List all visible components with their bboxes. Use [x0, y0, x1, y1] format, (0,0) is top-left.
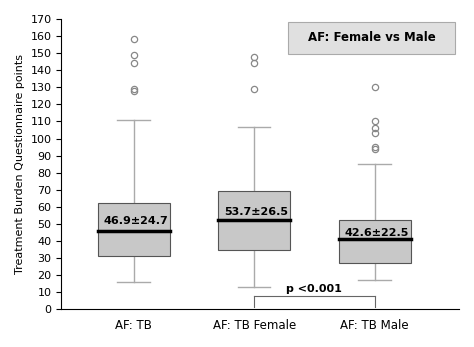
Text: p <0.001: p <0.001 — [286, 284, 342, 294]
Text: 46.9±24.7: 46.9±24.7 — [104, 216, 168, 226]
Text: AF: Female vs Male: AF: Female vs Male — [308, 31, 436, 44]
FancyBboxPatch shape — [98, 203, 170, 256]
Text: 53.7±26.5: 53.7±26.5 — [224, 207, 288, 217]
Y-axis label: Treatment Burden Questionnaire points: Treatment Burden Questionnaire points — [15, 54, 25, 274]
FancyBboxPatch shape — [288, 22, 455, 54]
Text: 42.6±22.5: 42.6±22.5 — [345, 228, 409, 238]
FancyBboxPatch shape — [338, 220, 411, 263]
FancyBboxPatch shape — [218, 192, 290, 249]
